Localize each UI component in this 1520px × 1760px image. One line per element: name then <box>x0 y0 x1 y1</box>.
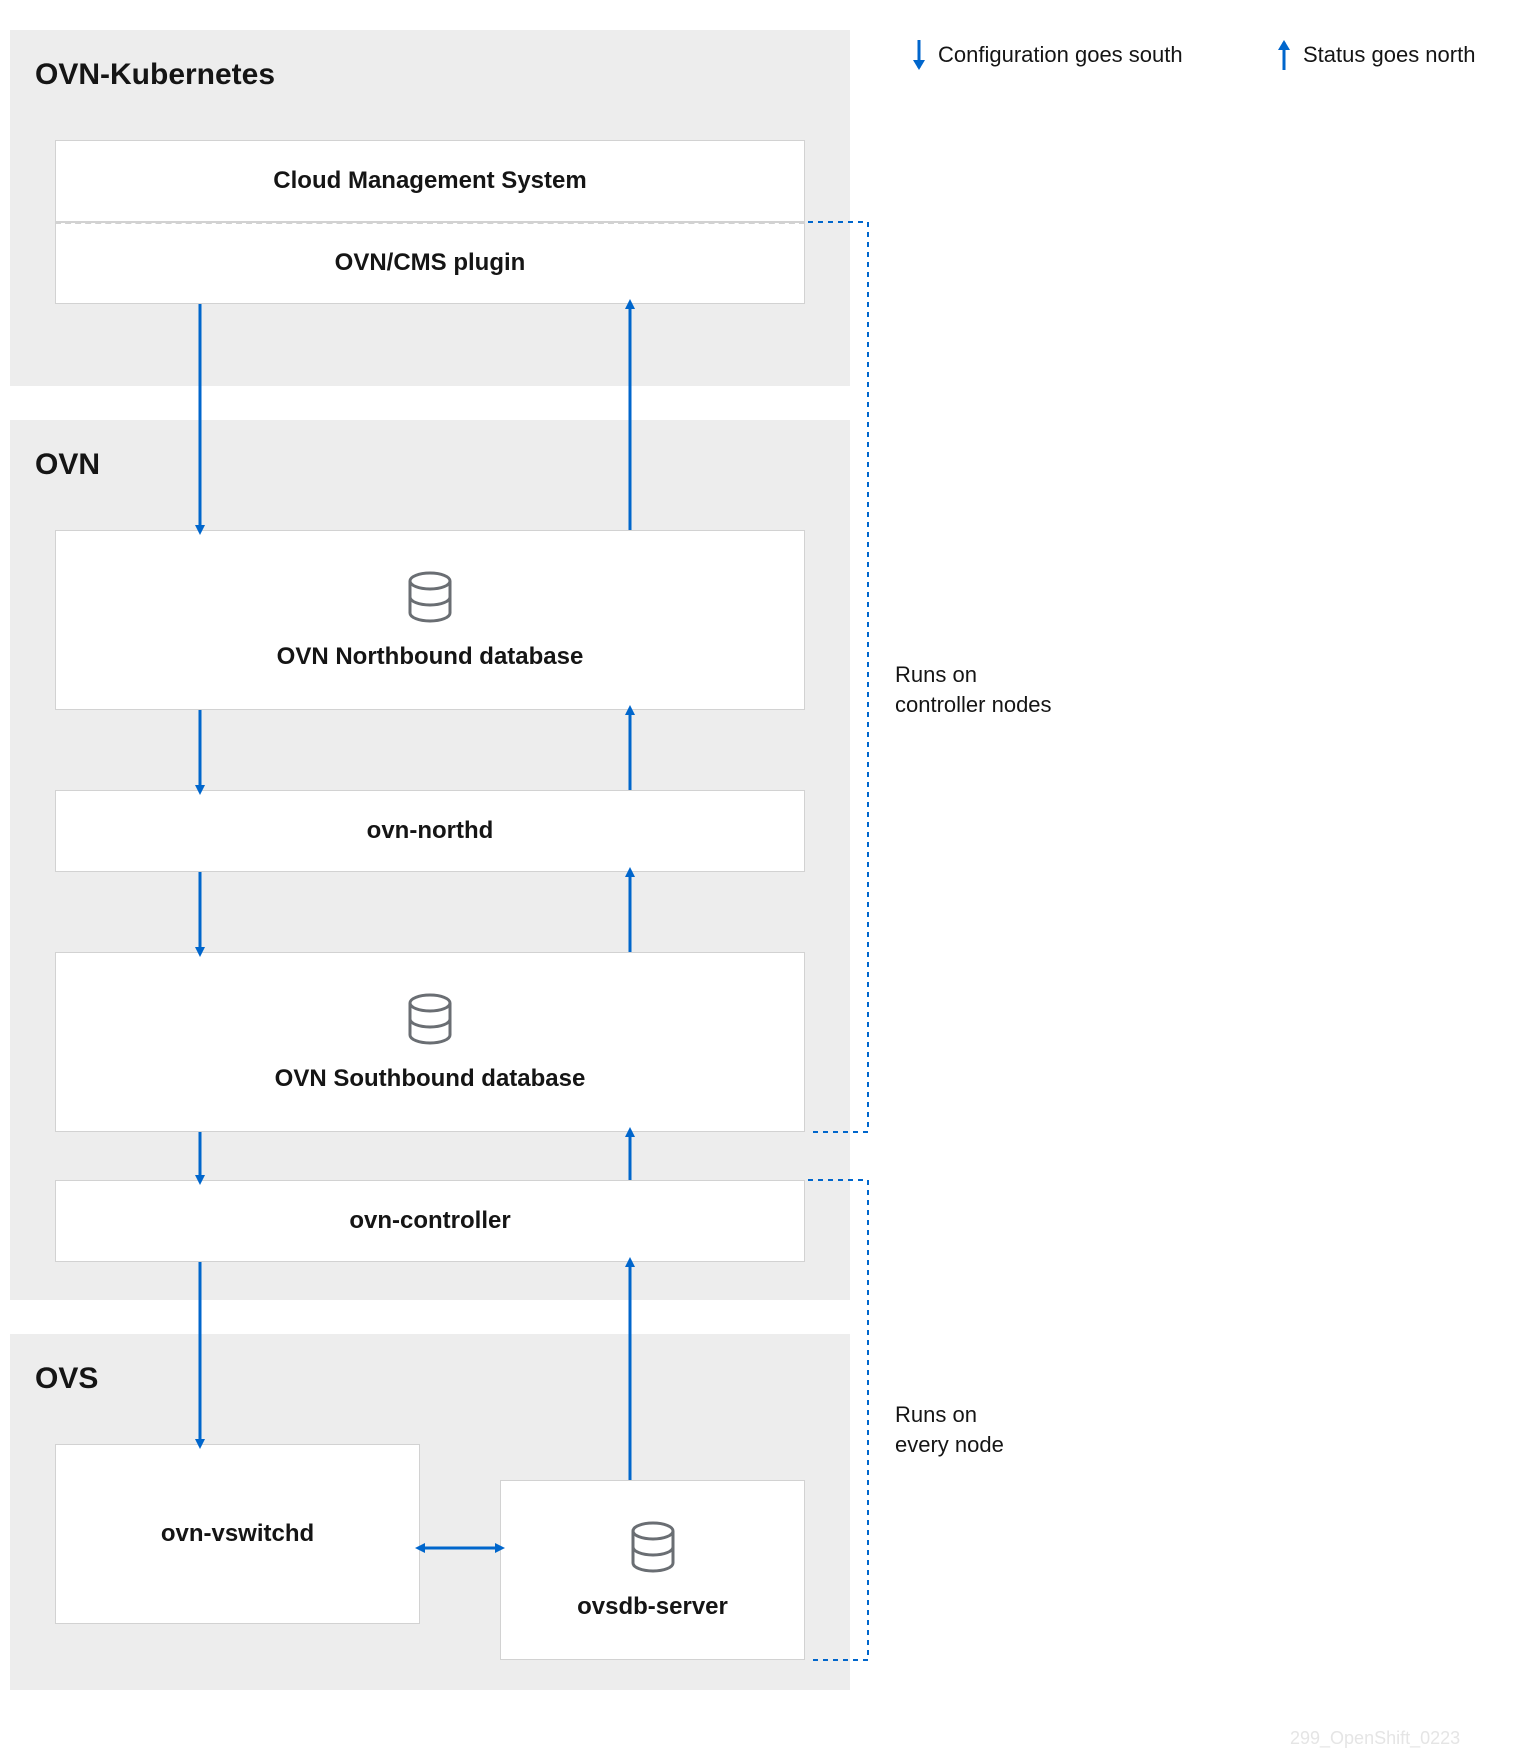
legend-arrow-south-icon <box>910 38 928 72</box>
bracket-label-1-line1: Runs on <box>895 1400 1004 1430</box>
legend-arrow-north-icon <box>1275 38 1293 72</box>
legend-south-text: Configuration goes south <box>938 42 1183 68</box>
bracket-label-1-line2: every node <box>895 1430 1004 1460</box>
bracket-label-1: Runs onevery node <box>895 1400 1004 1459</box>
watermark: 299_OpenShift_0223 <box>1290 1728 1460 1749</box>
legend-north: Status goes north <box>1275 38 1475 72</box>
bracket-1 <box>0 0 1520 1760</box>
legend-north-text: Status goes north <box>1303 42 1475 68</box>
legend-south: Configuration goes south <box>910 38 1183 72</box>
